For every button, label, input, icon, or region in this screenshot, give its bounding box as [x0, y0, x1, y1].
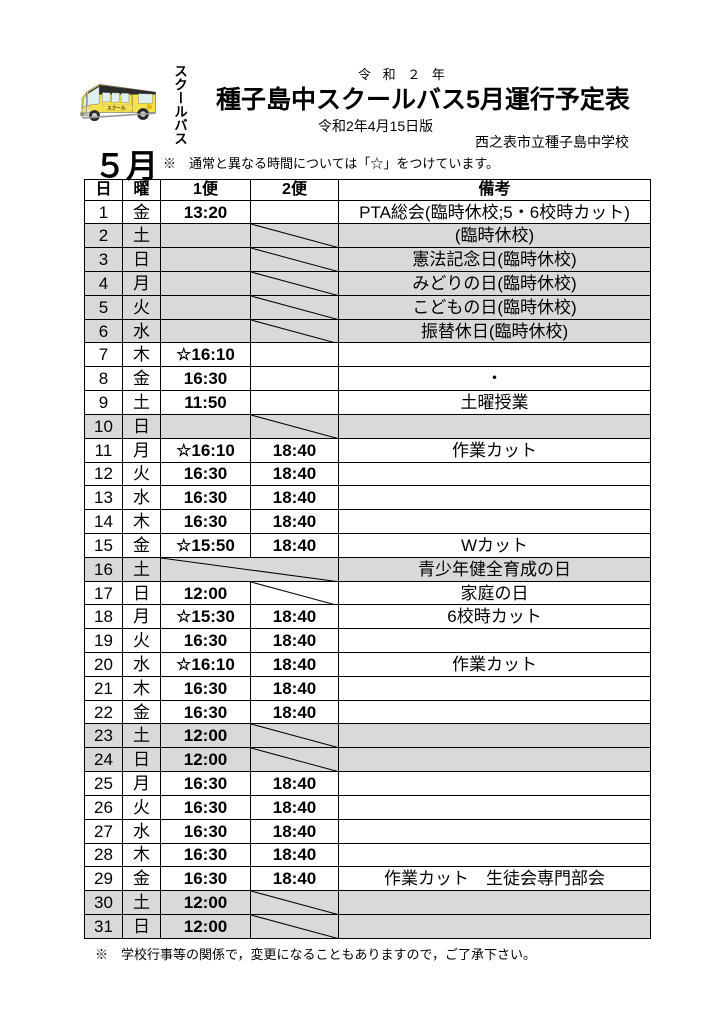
- svg-text:スクール: スクール: [107, 105, 126, 112]
